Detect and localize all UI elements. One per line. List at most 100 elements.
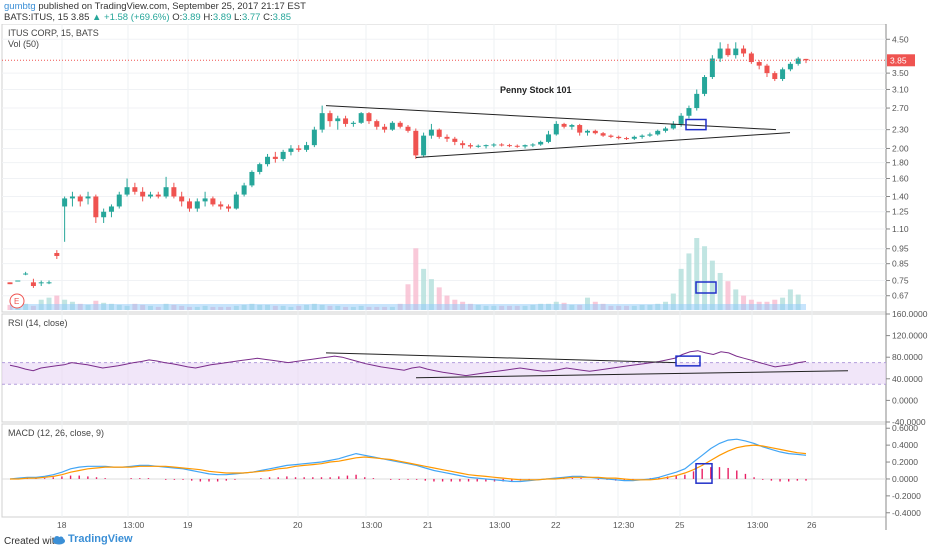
- candle-body: [202, 198, 208, 202]
- tradingview-cloud-icon: [53, 536, 65, 545]
- macd-histogram-bar: [303, 477, 305, 479]
- candle-body: [795, 58, 801, 64]
- open-label: O:: [172, 12, 183, 23]
- volume-ma-band: [10, 304, 806, 310]
- volume-bar: [405, 284, 411, 310]
- x-tick-label: 13:00: [489, 520, 511, 530]
- macd-histogram-bar: [208, 478, 210, 482]
- candle-body: [288, 148, 294, 152]
- macd-histogram-bar: [338, 476, 340, 479]
- x-tick-label: 13:00: [747, 520, 769, 530]
- candle-body: [647, 134, 653, 136]
- candle-body: [311, 129, 317, 146]
- candle-body: [280, 151, 286, 159]
- candle-body: [491, 144, 497, 146]
- candle-body: [210, 198, 216, 205]
- candle-body: [460, 143, 466, 146]
- rsi-resistance-trendline: [325, 352, 677, 364]
- candle-body: [132, 187, 138, 192]
- change-text: ▲ +1.58 (+69.6%): [92, 12, 170, 23]
- macd-histogram-bar: [389, 478, 392, 480]
- rsi-tick-label: -40.0000: [892, 417, 926, 427]
- candle-body: [382, 126, 388, 130]
- candle-body: [374, 121, 380, 127]
- candle-body: [475, 145, 481, 147]
- macd-histogram-bar: [130, 478, 132, 479]
- candle-body: [772, 73, 778, 80]
- macd-histogram-bar: [450, 478, 452, 482]
- x-tick-label: 12:30: [613, 520, 635, 530]
- y-tick-label: 1.10: [892, 224, 909, 234]
- candle-body: [741, 48, 747, 54]
- high-label: H:: [203, 12, 213, 23]
- macd-histogram-bar: [441, 478, 444, 482]
- volume-bar: [725, 281, 731, 310]
- rsi-tick-label: 0.0000: [892, 395, 918, 405]
- volume-bar: [795, 294, 801, 310]
- footer: Created with TradingView: [0, 530, 932, 550]
- macd-histogram-bar: [476, 478, 478, 482]
- candle-body: [77, 196, 83, 202]
- candle-body: [780, 69, 786, 80]
- candle-body: [577, 125, 583, 133]
- candle-body: [397, 122, 403, 127]
- published-text: published on TradingView.com, September …: [38, 1, 306, 12]
- macd-histogram-bar: [173, 478, 176, 480]
- volume-title: Vol (50): [8, 39, 39, 49]
- macd-histogram-bar: [147, 478, 150, 479]
- rsi-tick-label: 40.0000: [892, 374, 923, 384]
- candle-body: [624, 138, 630, 140]
- macd-histogram-bar: [779, 478, 781, 482]
- candle-body: [366, 113, 372, 122]
- macd-histogram-bar: [286, 476, 288, 479]
- macd-tick-label: -0.2000: [892, 491, 921, 501]
- candle-body: [124, 187, 130, 195]
- volume-bar: [436, 287, 442, 310]
- macd-histogram-bar: [415, 478, 418, 480]
- candle-body: [655, 130, 661, 135]
- x-tick-label: 22: [551, 520, 561, 530]
- macd-histogram-bar: [69, 475, 72, 479]
- candle-body: [23, 273, 29, 275]
- candle-body: [7, 282, 13, 285]
- high-value: 3.89: [212, 12, 232, 23]
- created-with-text: Created with: [4, 536, 61, 547]
- macd-histogram-bar: [78, 475, 80, 479]
- candle-body: [444, 136, 450, 139]
- y-tick-label: 0.75: [892, 276, 909, 286]
- candle-body: [514, 145, 520, 147]
- candle-body: [140, 191, 146, 197]
- candle-body: [631, 136, 637, 139]
- candle-body: [803, 58, 809, 61]
- candle-body: [405, 126, 411, 131]
- author-link[interactable]: gumbtg: [4, 1, 36, 12]
- x-tick-label: 26: [807, 520, 817, 530]
- volume-bar: [670, 293, 676, 310]
- volume-bar: [584, 297, 590, 310]
- chart-canvas[interactable]: 18 13:00 19 20 13:00 21 13:00 22 12:30 25 13:00 26 4…: [0, 24, 932, 530]
- x-tick-label: 13:00: [361, 520, 383, 530]
- volume-bar: [733, 289, 739, 310]
- macd-histogram-bar: [329, 477, 331, 479]
- candle-body: [725, 48, 731, 56]
- y-tick-label: 3.10: [892, 84, 909, 94]
- candle-body: [506, 145, 512, 147]
- signal-line: [10, 444, 807, 481]
- candle-body: [436, 129, 442, 137]
- macd-histogram-bar: [199, 478, 202, 482]
- macd-histogram-bar: [571, 478, 574, 479]
- last-price-label: 3.85: [890, 55, 907, 65]
- candle-body: [499, 144, 505, 146]
- candle-body: [733, 48, 739, 56]
- volume-bar: [787, 289, 793, 310]
- candle-body: [787, 63, 793, 70]
- macd-histogram-bar: [718, 467, 721, 479]
- tradingview-brand-link[interactable]: TradingView: [68, 533, 133, 545]
- rsi-tick-label: 80.0000: [892, 352, 923, 362]
- volume-bar: [780, 297, 786, 310]
- macd-histogram-bar: [597, 478, 600, 480]
- candle-body: [530, 144, 536, 146]
- close-value: 3.85: [272, 12, 292, 23]
- macd-histogram-bar: [364, 477, 366, 479]
- candle-body: [218, 204, 224, 207]
